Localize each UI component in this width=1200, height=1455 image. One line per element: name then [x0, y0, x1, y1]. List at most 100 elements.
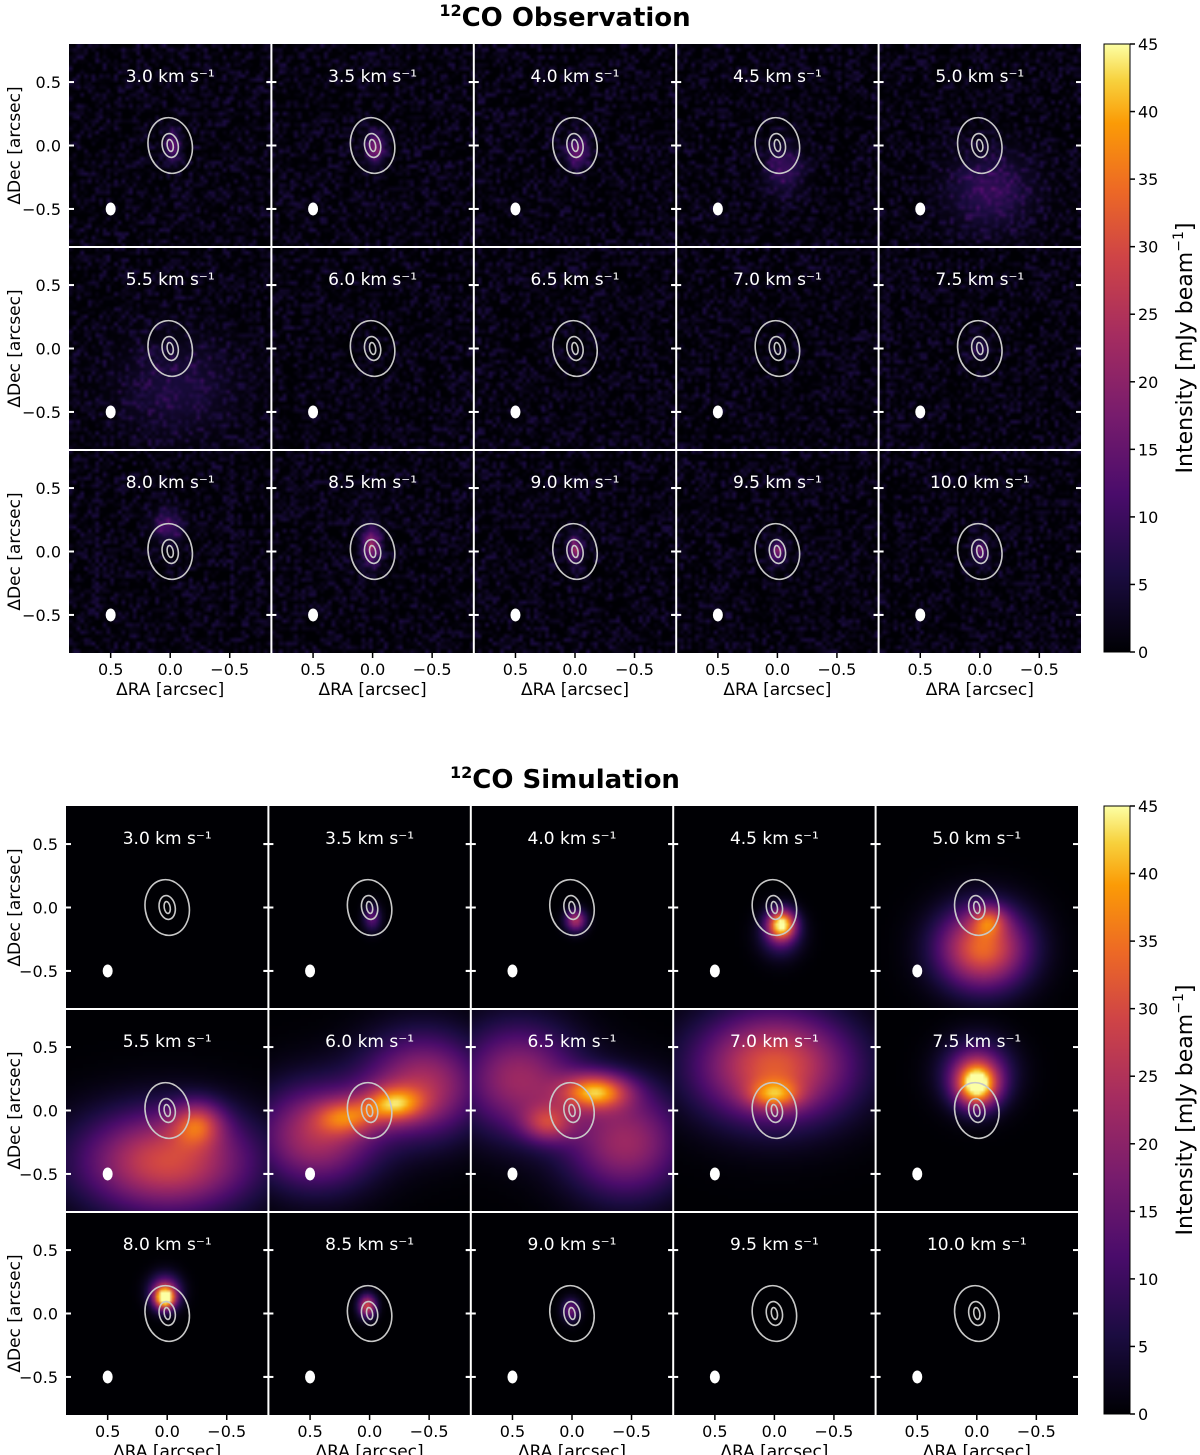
continuum-contour-1 [953, 1081, 1000, 1140]
beam-ellipse [305, 1370, 316, 1384]
emission-map [66, 1212, 269, 1415]
x-axis-label: ΔRA [arcsec] [113, 1442, 221, 1455]
continuum-contour-1 [953, 878, 1000, 937]
y-tick-label: 0.0 [33, 1305, 58, 1324]
sim-colorbar-label: Intensity [mJy beam−1] [1171, 985, 1198, 1236]
velocity-label: 9.5 km s⁻¹ [733, 473, 822, 493]
y-tick-label: −0.5 [22, 403, 61, 422]
colorbar-tick-label: 0 [1138, 643, 1148, 662]
emission-map [878, 450, 1081, 653]
continuum-contour-2 [360, 894, 379, 921]
y-tick-label: 0.0 [36, 340, 61, 359]
continuum-contour-1 [144, 878, 191, 937]
continuum-contour-1 [144, 1081, 191, 1140]
colorbar-tick-label: 25 [1138, 305, 1158, 324]
velocity-label: 5.0 km s⁻¹ [932, 829, 1021, 849]
velocity-label: 4.5 km s⁻¹ [733, 67, 822, 87]
obs-panel-8: 6.5 km s⁻¹ [468, 247, 682, 450]
emission-map [878, 44, 1081, 247]
continuum-contour-3 [163, 1103, 172, 1118]
velocity-label: 5.5 km s⁻¹ [126, 270, 215, 290]
continuum-contour-3 [770, 1103, 779, 1118]
y-tick-label: 0.5 [33, 1038, 58, 1057]
beam-ellipse [709, 1370, 720, 1384]
sim-panel-8: 6.5 km s⁻¹ [465, 1009, 679, 1212]
x-axis-label: ΔRA [arcsec] [116, 680, 224, 700]
y-tick-label: −0.5 [19, 962, 58, 981]
continuum-contour-1 [147, 522, 194, 581]
x-tick-label: 0.5 [702, 1422, 727, 1441]
emission-map [66, 806, 269, 1009]
beam-ellipse [105, 202, 116, 216]
sim-title-isotope: 12 [450, 763, 472, 782]
x-axis-label: ΔRA [arcsec] [923, 1442, 1031, 1455]
emission-map [271, 44, 474, 247]
continuum-contour-1 [548, 878, 596, 937]
emission-map [473, 44, 677, 247]
continuum-contour-2 [563, 1097, 581, 1124]
obs-panel-7: 6.0 km s⁻¹ [266, 247, 479, 450]
continuum-contour-2 [765, 1097, 784, 1124]
emission-map [875, 1009, 1078, 1212]
y-tick-label: 0.0 [36, 137, 61, 156]
emission-map [268, 1009, 471, 1212]
x-tick-label: 0.5 [908, 660, 933, 679]
x-tick-label: 0.0 [762, 1422, 787, 1441]
x-axis-label: ΔRA [arcsec] [723, 680, 831, 700]
beam-ellipse [915, 608, 926, 622]
x-tick-label: −0.5 [210, 660, 249, 679]
continuum-contour-3 [166, 341, 175, 356]
emission-map [875, 806, 1078, 1009]
continuum-contour-3 [163, 1306, 172, 1321]
beam-ellipse [507, 1167, 518, 1181]
y-tick-label: −0.5 [22, 200, 61, 219]
beam-ellipse [102, 1167, 113, 1181]
x-tick-label: 0.5 [500, 1422, 525, 1441]
continuum-contour-3 [972, 1306, 981, 1321]
sim-panel-3: 4.0 km s⁻¹ [465, 806, 679, 1009]
beam-ellipse [709, 964, 720, 978]
beam-ellipse [510, 202, 521, 216]
emission-map [268, 1212, 471, 1415]
continuum-contour-1 [349, 116, 396, 175]
continuum-contour-2 [158, 1300, 177, 1327]
emission-map [878, 247, 1081, 450]
continuum-contour-1 [548, 1081, 596, 1140]
continuum-contour-2 [967, 1097, 986, 1124]
colorbar-tick-label: 5 [1138, 575, 1148, 594]
continuum-contour-2 [158, 894, 177, 921]
emission-map [69, 450, 272, 653]
continuum-contour-2 [765, 1300, 784, 1327]
continuum-contour-2 [768, 335, 787, 362]
continuum-contour-1 [551, 116, 599, 175]
emission-map [66, 1009, 269, 1212]
beam-ellipse [712, 202, 723, 216]
continuum-contour-1 [551, 319, 599, 378]
x-tick-label: 0.5 [300, 660, 325, 679]
continuum-contour-3 [368, 341, 377, 356]
continuum-contour-2 [967, 1300, 986, 1327]
x-axis-label: ΔRA [arcsec] [316, 1442, 424, 1455]
emission-map [673, 1212, 876, 1415]
colorbar-tick-label: 40 [1138, 865, 1158, 884]
beam-ellipse [305, 1167, 316, 1181]
continuum-contour-3 [975, 138, 984, 153]
y-tick-label: 0.5 [36, 479, 61, 498]
emission-map [470, 806, 674, 1009]
continuum-contour-1 [953, 1284, 1000, 1343]
x-tick-label: 0.0 [357, 1422, 382, 1441]
sim-panel-9: 7.0 km s⁻¹ [668, 1009, 881, 1212]
emission-map [875, 1212, 1078, 1415]
beam-ellipse [712, 405, 723, 419]
emission-map [676, 247, 879, 450]
continuum-contour-3 [166, 544, 175, 559]
velocity-label: 6.5 km s⁻¹ [531, 270, 620, 290]
continuum-contour-2 [970, 538, 989, 565]
x-tick-label: 0.0 [157, 660, 182, 679]
x-tick-label: −0.5 [410, 1422, 449, 1441]
